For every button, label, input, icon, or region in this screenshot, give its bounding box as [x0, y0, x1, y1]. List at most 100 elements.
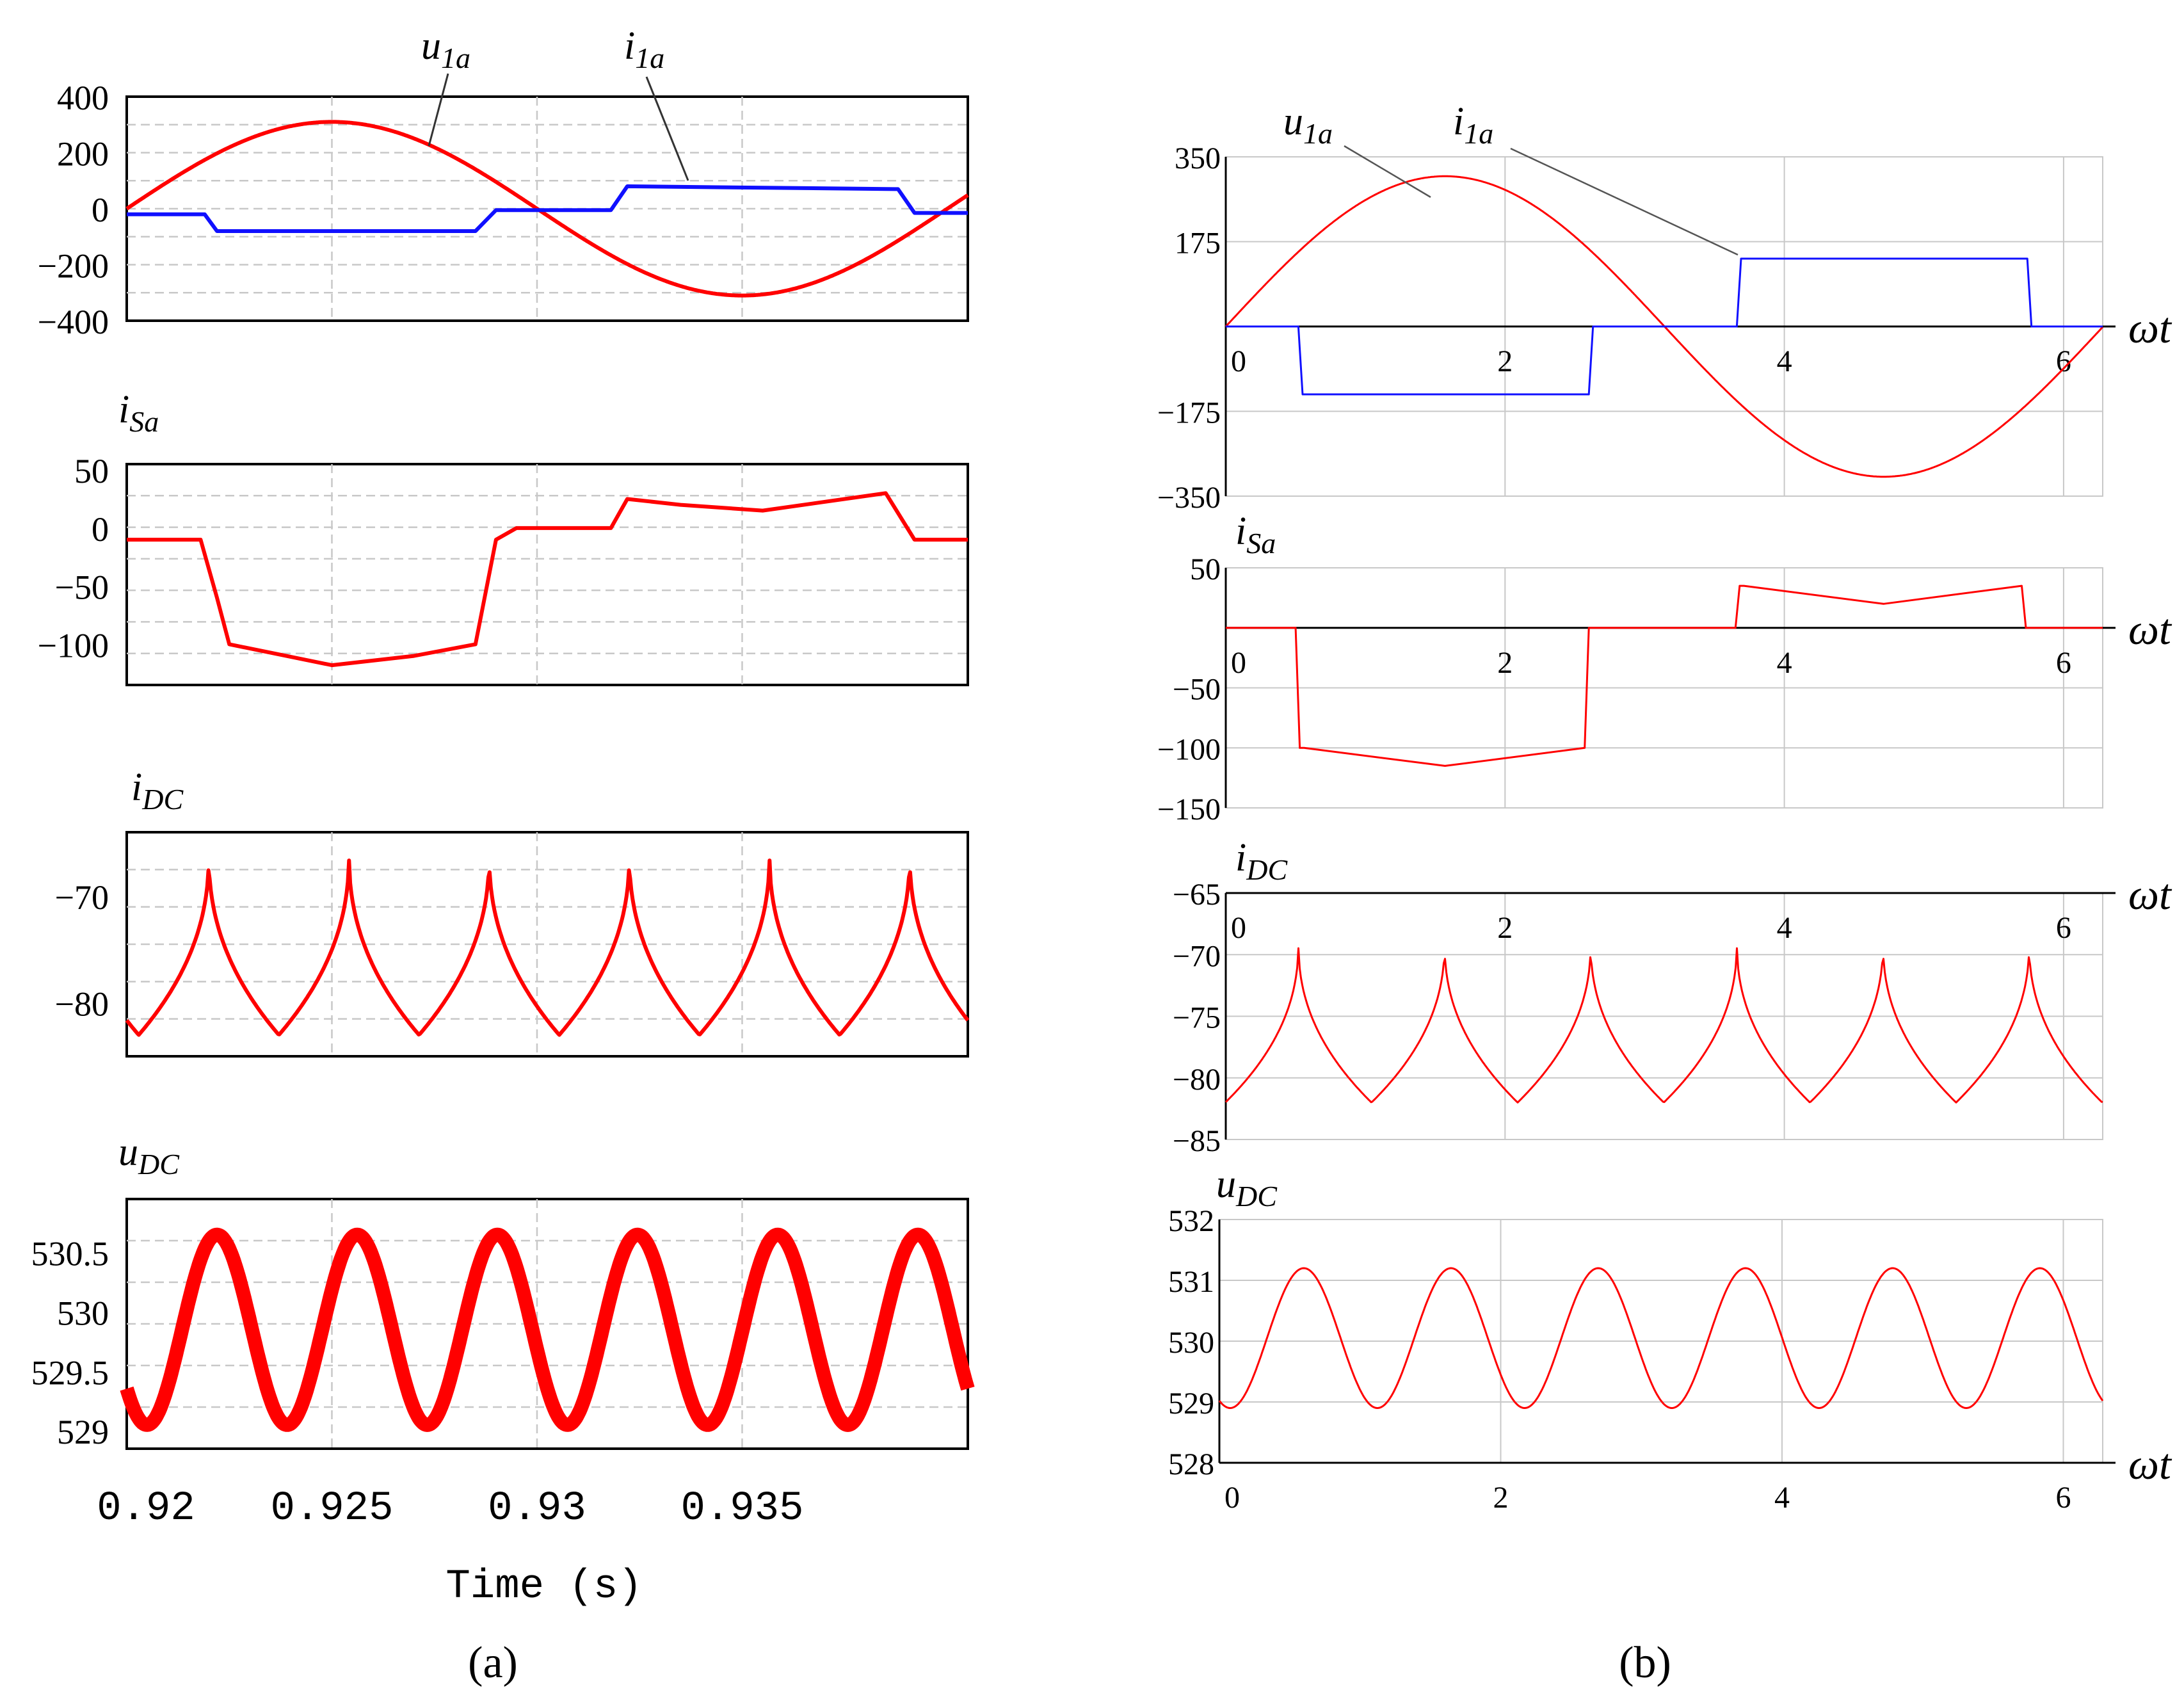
- plot-a3-series: [125, 858, 970, 1037]
- label-subscript: Sa: [129, 405, 159, 438]
- series-iDC: [1224, 947, 2103, 1104]
- plot-b4-grid: [1219, 1219, 2103, 1463]
- ytick-label: 50: [1190, 552, 1221, 586]
- ytick-label: −80: [55, 985, 109, 1024]
- ytick-label: −70: [1173, 939, 1221, 973]
- series-iSa: [127, 491, 968, 668]
- ytick-label: 532: [1168, 1204, 1214, 1238]
- x-axis-label: ωt: [2128, 870, 2172, 919]
- x-axis-label: ωt: [2128, 605, 2172, 654]
- x-axis-label: ωt: [2128, 303, 2172, 352]
- series-i1a: [127, 184, 968, 233]
- plot-b2-series: [1226, 584, 2103, 767]
- xtick-label: 0.935: [680, 1486, 803, 1532]
- plot-b2-title: iSa: [1235, 510, 1276, 560]
- plot-b2: iSa ωt 50 −50 −100 −150 0 2 4 6: [1157, 510, 2172, 826]
- series-uDC: [120, 1227, 975, 1432]
- plot-b2-title-text: iSa: [1235, 510, 1276, 560]
- plot-a2-series: [127, 491, 968, 668]
- xtick-label: 0: [1231, 646, 1246, 680]
- label-base: i: [1235, 510, 1246, 553]
- ytick-label: −80: [1173, 1063, 1221, 1097]
- xtick-label: 0.925: [270, 1486, 393, 1532]
- plot-a4-xticks: 0.92 0.925 0.93 0.935: [97, 1486, 803, 1532]
- plot-b3-title: iDC: [1235, 836, 1288, 886]
- plot-a4-xlabel: Time (s): [446, 1564, 642, 1610]
- plot-b4-series: [1218, 1267, 2104, 1409]
- ytick-label: −350: [1157, 481, 1221, 515]
- label-subscript: DC: [138, 1148, 180, 1180]
- ytick-label: 200: [57, 135, 109, 173]
- plot-a2: iSa 50 0 −50 −100: [38, 388, 969, 686]
- xtick-label: 2: [1497, 344, 1513, 378]
- label-base: u: [1283, 100, 1303, 143]
- ytick-label: −175: [1157, 396, 1221, 430]
- ytick-label: 50: [74, 452, 109, 490]
- u1a-annotation: u1a: [421, 24, 470, 74]
- label-subscript: 1a: [1464, 117, 1493, 150]
- label-subscript: DC: [1235, 1180, 1278, 1212]
- ytick-label: 530: [57, 1294, 109, 1332]
- label-base: u: [421, 24, 441, 68]
- i1a-annotation-text: i1a: [624, 24, 664, 74]
- ytick-label: 175: [1175, 227, 1221, 261]
- plot-a2-title: iSa: [118, 388, 159, 438]
- xtick-label: 0: [1231, 911, 1246, 945]
- i1a-leader-line-b: [1510, 147, 1738, 256]
- plot-a3-title: iDC: [131, 766, 184, 816]
- series-uDC: [1218, 1267, 2104, 1409]
- plot-a4-series: [120, 1227, 975, 1432]
- ytick-label: 530: [1168, 1326, 1214, 1360]
- ytick-label: −85: [1173, 1124, 1221, 1158]
- plot-a1-yticks: 400 200 0 −200 −400: [38, 79, 109, 341]
- label-base: i: [118, 388, 129, 431]
- plot-b3: iDC ωt −65 −70 −75 −80 −85 0 2 4 6: [1173, 836, 2172, 1158]
- u1a-annotation-text: u1a: [421, 24, 470, 74]
- ytick-label: −150: [1157, 793, 1221, 826]
- ytick-label: 0: [92, 510, 109, 549]
- xtick-label: 0: [1231, 344, 1246, 378]
- plot-b1-series: [1224, 175, 2104, 478]
- plot-a4-title: uDC: [118, 1131, 180, 1180]
- plot-b4: uDC ωt 532 531 530 529 528 0 2 4 6: [1168, 1163, 2172, 1515]
- label-base: i: [1235, 836, 1246, 880]
- label-base: u: [1216, 1163, 1236, 1206]
- ytick-label: 528: [1168, 1447, 1214, 1481]
- plot-b3-ticks: −65 −70 −75 −80 −85 0 2 4 6: [1173, 878, 2071, 1158]
- u1a-leader-line-b: [1344, 145, 1431, 198]
- series-u1a: [125, 120, 969, 298]
- ytick-label: −50: [55, 568, 109, 607]
- ytick-label: −200: [38, 247, 109, 286]
- plot-b4-ticks: 532 531 530 529 528 0 2 4 6: [1168, 1204, 2071, 1515]
- plot-a4-xlabel-text: Time (s): [446, 1564, 642, 1610]
- u1a-annotation-b-text: u1a: [1283, 100, 1333, 150]
- plot-a3: iDC −70 −80: [55, 766, 970, 1058]
- i1a-leader-line: [645, 76, 689, 181]
- plot-b3-series: [1224, 947, 2103, 1104]
- ytick-label: 350: [1175, 141, 1221, 175]
- xtick-label: 0.92: [97, 1486, 195, 1532]
- xtick-label: 2: [1493, 1481, 1508, 1515]
- xtick-label: 4: [1777, 646, 1792, 680]
- label-subscript: DC: [1246, 853, 1288, 886]
- xtick-label: 6: [2056, 911, 2071, 945]
- plot-b4-title-text: uDC: [1216, 1163, 1278, 1212]
- xtick-label: 6: [2056, 646, 2071, 680]
- label-subscript: DC: [141, 783, 184, 816]
- ytick-label: −65: [1173, 878, 1221, 912]
- panel-b-label: (b): [1619, 1638, 1671, 1687]
- label-base: u: [118, 1131, 138, 1174]
- plot-a2-frame: [125, 463, 969, 686]
- ytick-label: −50: [1173, 673, 1221, 707]
- label-base: i: [131, 766, 142, 809]
- ytick-label: 529: [57, 1413, 109, 1451]
- xtick-label: 2: [1497, 911, 1513, 945]
- label-subscript: Sa: [1246, 527, 1276, 560]
- plot-b4-title: uDC: [1216, 1163, 1278, 1212]
- ytick-label: −100: [1157, 732, 1221, 766]
